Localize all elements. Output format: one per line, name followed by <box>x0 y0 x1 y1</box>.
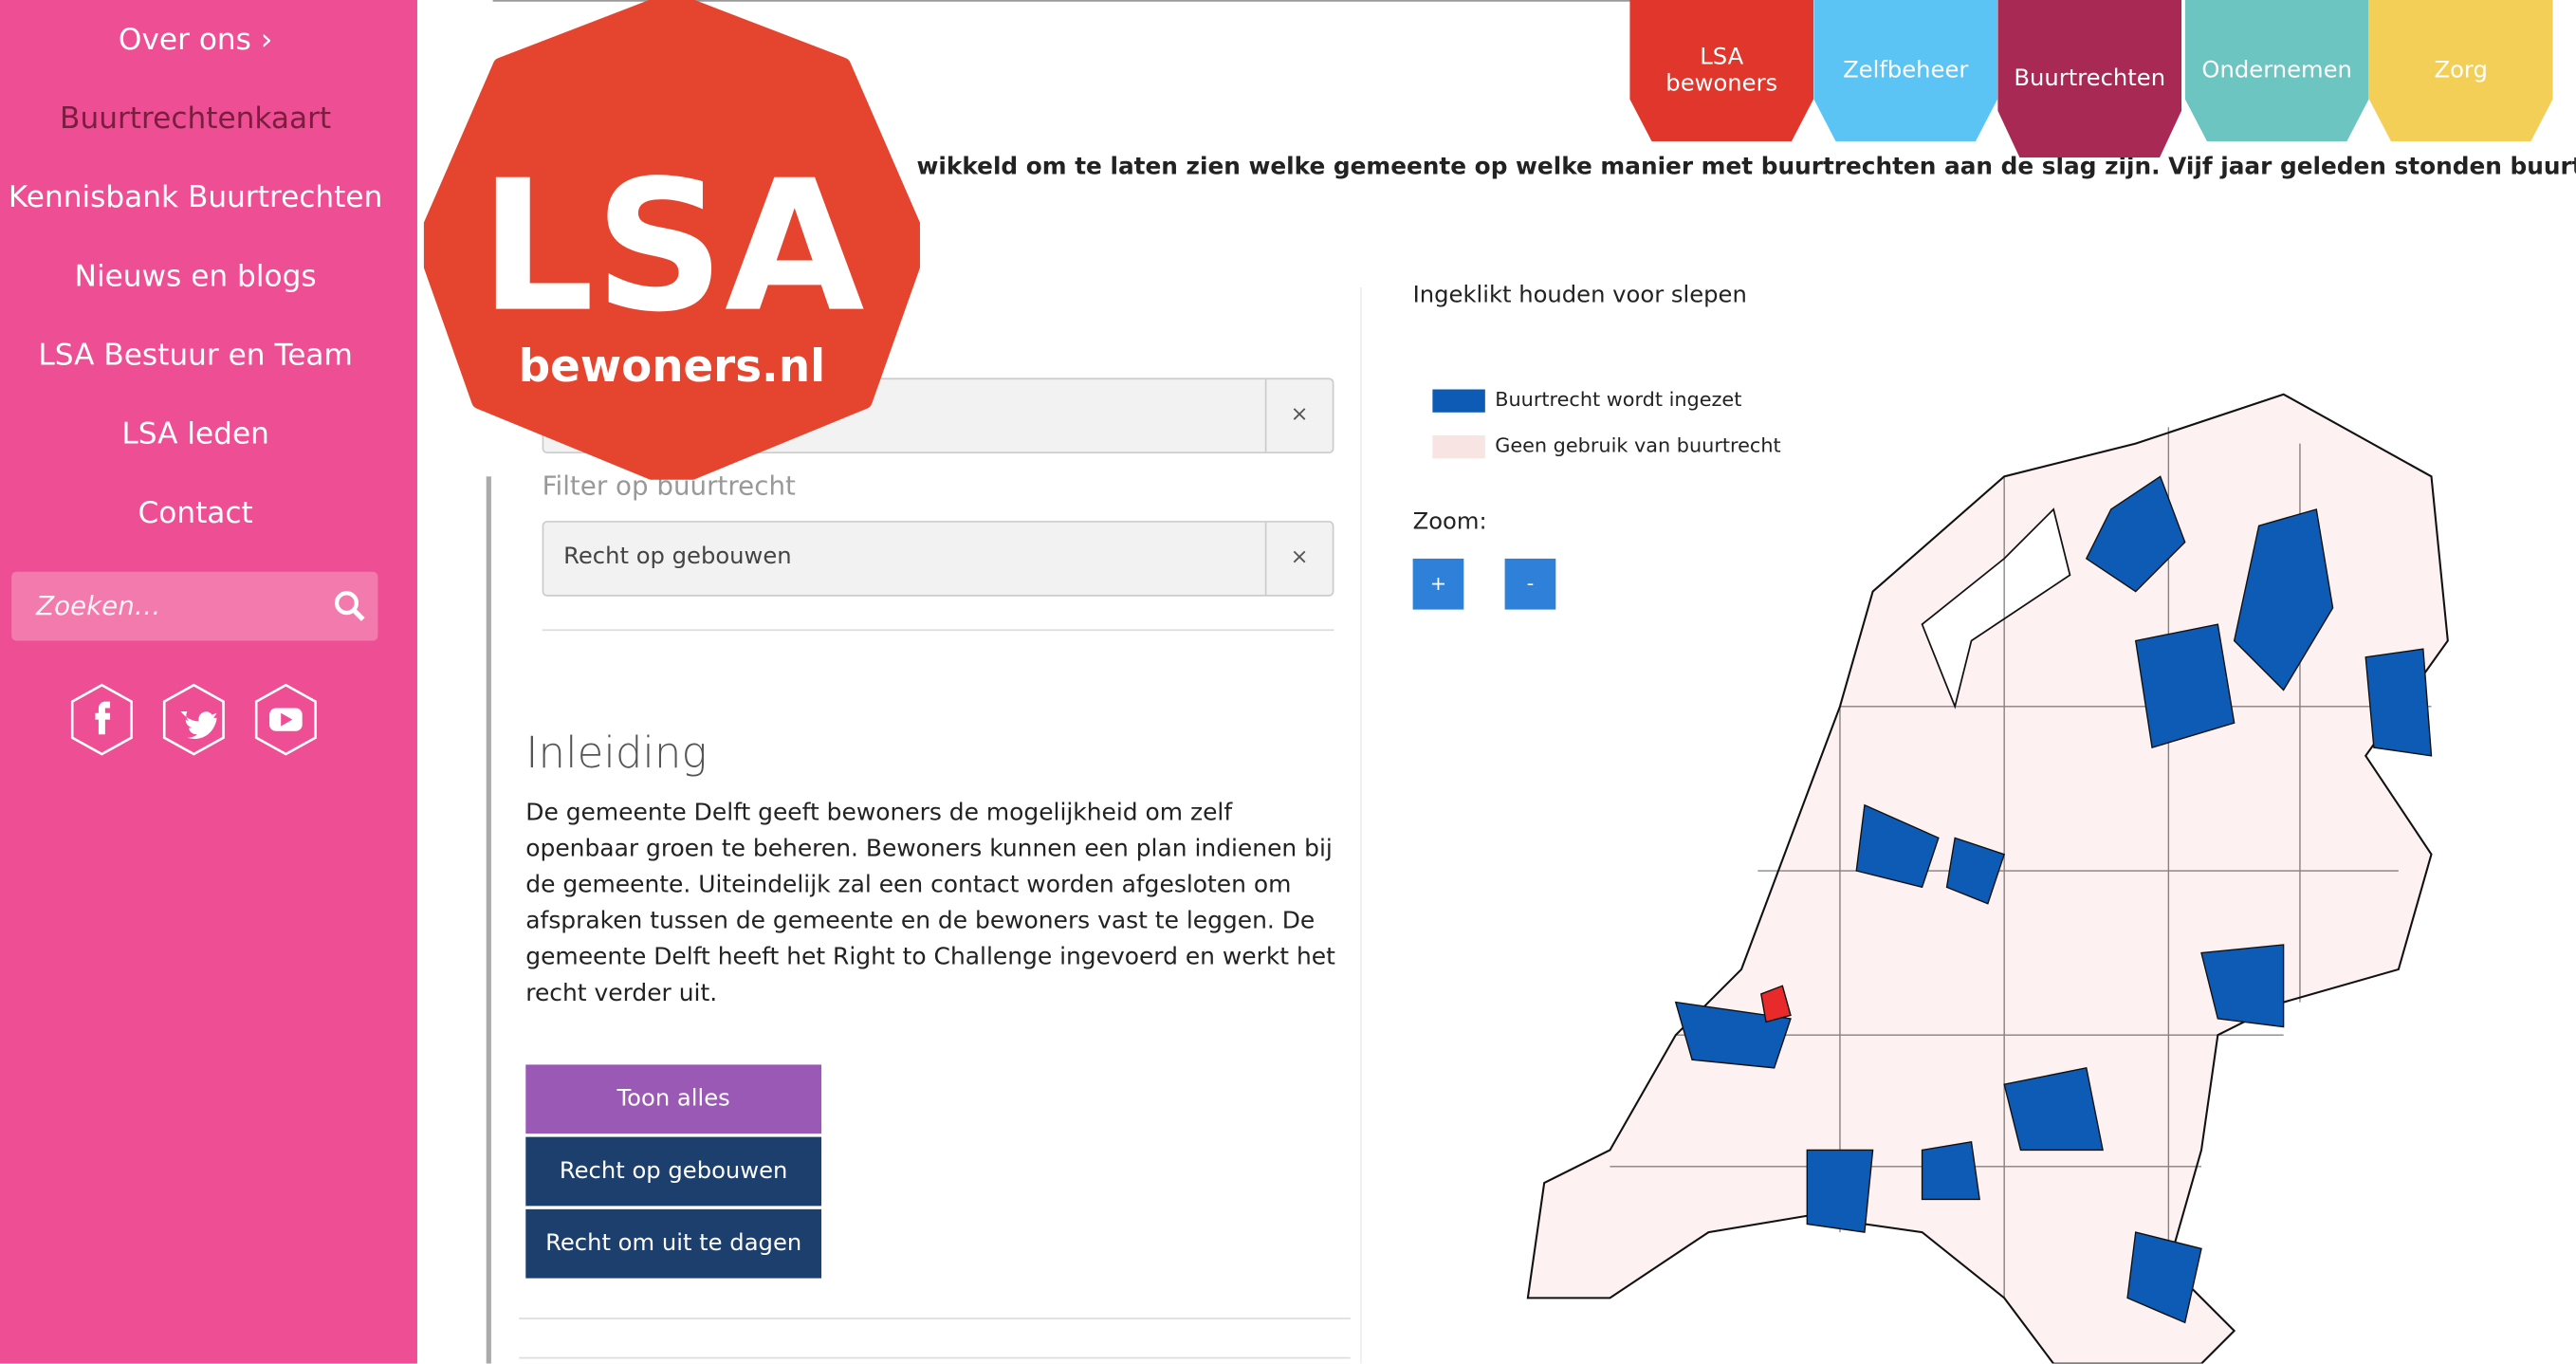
nav-item[interactable]: LSA Bestuur en Team <box>38 338 353 374</box>
legend-swatch <box>1432 389 1485 413</box>
column-border <box>1360 287 1362 1364</box>
twitter-icon[interactable] <box>162 683 225 756</box>
zoom-label: Zoom: <box>1412 508 1487 536</box>
nav-item[interactable]: Over ons › <box>118 23 273 58</box>
facebook-icon[interactable] <box>70 683 133 756</box>
legend-label: Buurtrecht wordt ingezet <box>1495 387 1742 412</box>
search-icon[interactable] <box>334 590 367 623</box>
divider <box>519 1318 1351 1319</box>
clear-button[interactable]: × <box>1264 379 1333 452</box>
sidebar: Over ons › Buurtrechtenkaart Kennisbank … <box>0 0 417 1364</box>
divider <box>542 629 1334 632</box>
section-paragraph: De gemeente Delft geeft bewoners de moge… <box>525 800 1335 1007</box>
map-regions <box>1674 475 2433 1324</box>
tab[interactable]: Buurtrechten <box>1997 0 2182 158</box>
nav-item[interactable]: Kennisbank Buurtrechten <box>8 180 383 215</box>
filter-button[interactable]: Recht om uit te dagen <box>525 1208 822 1279</box>
map-hint: Ingeklikt houden voor slepen <box>1412 282 1747 309</box>
map[interactable] <box>1512 378 2465 1364</box>
tab[interactable]: LSA bewoners <box>1629 0 1814 141</box>
nav-item[interactable]: Contact <box>138 496 253 531</box>
search-box[interactable]: Zoeken… <box>11 571 378 641</box>
selected-value: Recht op gebouwen <box>563 544 792 571</box>
social-icons <box>70 683 317 756</box>
divider <box>519 1356 1351 1359</box>
nav-item[interactable]: Buurtrechtenkaart <box>60 101 332 137</box>
facebook-glyph <box>95 701 111 735</box>
filter-button[interactable]: Recht op gebouwen <box>525 1136 822 1207</box>
filter-button[interactable]: Toon alles <box>525 1064 822 1134</box>
tab[interactable]: Zorg <box>2368 0 2553 141</box>
nav-item[interactable]: LSA leden <box>121 416 269 452</box>
section-heading: Inleiding <box>525 729 708 780</box>
tab[interactable]: Zelfbeheer <box>1813 0 1998 141</box>
youtube-icon[interactable] <box>254 683 317 756</box>
logo: LSA bewoners.nl <box>423 0 920 480</box>
legend-swatch <box>1432 435 1485 459</box>
logo-sub: bewoners.nl <box>519 341 825 393</box>
nav-item[interactable]: Nieuws en blogs <box>74 259 317 295</box>
zoom-out[interactable]: - <box>1504 558 1556 610</box>
map-selected <box>1760 985 1792 1023</box>
content-border <box>486 476 491 1364</box>
legend-label: Geen gebruik van buurtrecht <box>1495 433 1781 457</box>
youtube-play <box>281 712 293 727</box>
intro-text: wikkeld om te laten zien welke gemeente … <box>916 154 2576 181</box>
search-placeholder: Zoeken… <box>36 589 161 621</box>
twitter-glyph <box>180 710 217 739</box>
clear-button[interactable]: × <box>1264 522 1333 596</box>
tab[interactable]: Ondernemen <box>2184 0 2369 141</box>
map-borders <box>1610 427 2432 1299</box>
logo-main: LSA <box>479 141 864 352</box>
top-rule <box>492 0 1656 2</box>
zoom-in[interactable]: + <box>1412 558 1464 610</box>
filter-select[interactable]: Recht op gebouwen × <box>542 521 1334 597</box>
